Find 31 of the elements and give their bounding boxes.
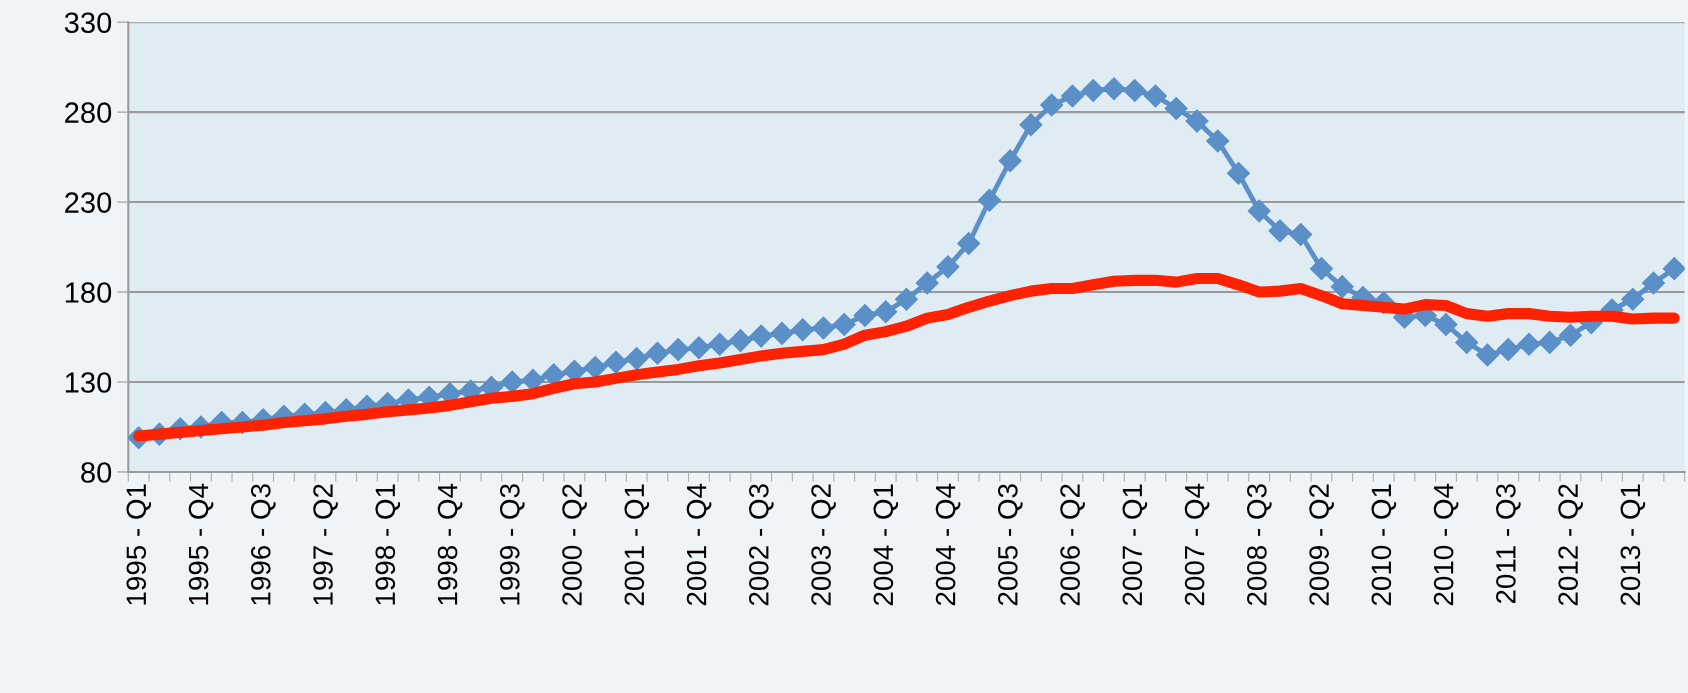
x-tick-label: 2000 - Q2 — [562, 484, 587, 606]
x-tick-label: 2011 - Q3 — [1496, 484, 1521, 604]
x-tick-label: 2005 - Q3 — [998, 484, 1023, 606]
x-tick-label: 1999 - Q3 — [499, 484, 525, 605]
x-tick-label: 2008 - Q3 — [1247, 484, 1272, 606]
x-tick-label: 2010 - Q1 — [1371, 484, 1397, 606]
x-tick-label: 2001 - Q1 — [624, 484, 650, 606]
x-tick-label: 1998 - Q4 — [437, 483, 463, 605]
x-tick-label: 1995 - Q1 — [126, 484, 152, 605]
x-tick-label: 2006 - Q2 — [1060, 484, 1085, 606]
x-tick-label: 2012 - Q2 — [1558, 484, 1583, 606]
x-tick-label: 2004 - Q4 — [935, 483, 961, 606]
y-tick-label: 80 — [81, 462, 112, 483]
x-tick-label: 2004 - Q1 — [873, 484, 899, 606]
x-tick-label: 2013 - Q1 — [1620, 484, 1646, 606]
x-tick-label: 2002 - Q3 — [748, 484, 774, 606]
x-tick-label: 2003 - Q2 — [811, 484, 836, 606]
y-tick-label: 130 — [65, 372, 112, 393]
x-tick-label: 2001 - Q4 — [686, 483, 712, 606]
y-tick-label: 230 — [65, 192, 112, 213]
x-tick-label: 1998 - Q1 — [375, 484, 401, 605]
x-tick-label: 2009 - Q2 — [1309, 484, 1334, 606]
y-tick-label: 180 — [65, 282, 112, 303]
y-tick-label: 330 — [64, 12, 112, 34]
x-tick-label: 1996 - Q3 — [250, 484, 276, 605]
x-tick-label: 2007 - Q1 — [1122, 484, 1148, 606]
y-tick-label: 280 — [65, 102, 112, 123]
x-tick-label: 2007 - Q4 — [1184, 483, 1210, 606]
x-tick-label: 2010 - Q4 — [1433, 483, 1459, 606]
x-tick-label: 1995 - Q4 — [188, 483, 214, 605]
x-tick-label: 1997 - Q2 — [313, 484, 338, 605]
